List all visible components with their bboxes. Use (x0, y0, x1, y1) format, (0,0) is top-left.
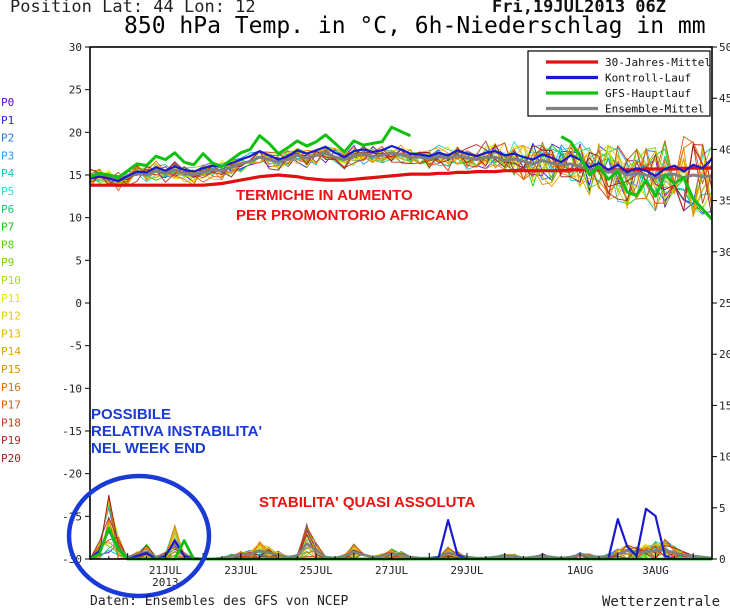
run-date: Fri,19JUL2013 06Z (492, 0, 666, 17)
left-tick-label: -15 (62, 425, 82, 438)
right-tick-label: 50 (719, 41, 730, 54)
left-tick-label: 5 (75, 254, 82, 267)
x-tick-label: 23JUL (224, 564, 257, 577)
brand-label: Wetterzentrale (602, 594, 721, 610)
instability-circle (66, 473, 212, 599)
legend-label: GFS-Hauptlauf (605, 87, 691, 100)
member-label: P15 (1, 363, 21, 376)
legend-label: Ensemble-Mittel (605, 103, 704, 116)
x-tick-label: 3AUG (642, 564, 669, 577)
member-label: P7 (1, 221, 14, 234)
member-label: P9 (1, 256, 14, 269)
left-tick-label: 20 (69, 126, 82, 139)
chart-title: 850 hPa Temp. in °C, 6h-Niederschlag in … (124, 13, 706, 39)
right-tick-label: 10 (719, 451, 730, 464)
left-tick-label: -5 (69, 340, 82, 353)
member-label: P5 (1, 185, 14, 198)
right-tick-label: 20 (719, 348, 730, 361)
annotation-warming-line1: TERMICHE IN AUMENTO (236, 187, 413, 204)
member-label: P19 (1, 434, 21, 447)
member-label: P4 (1, 167, 15, 180)
member-label: P12 (1, 310, 21, 323)
right-tick-label: 0 (719, 553, 726, 566)
left-tick-label: -20 (62, 468, 82, 481)
annotation-warming: TERMICHE IN AUMENTO PER PROMONTORIO AFRI… (236, 186, 469, 226)
left-tick-label: 10 (69, 212, 82, 225)
left-tick-label: 0 (75, 297, 82, 310)
x-tick-label: 1AUG (567, 564, 594, 577)
x-tick-label: 29JUL (450, 564, 483, 577)
member-label: P16 (1, 381, 21, 394)
right-tick-label: 25 (719, 297, 730, 310)
member-label: P2 (1, 132, 14, 145)
member-label: P1 (1, 114, 14, 127)
gfs-temp-line (89, 125, 412, 180)
right-tick-label: 5 (719, 502, 726, 515)
member-label: P8 (1, 238, 14, 251)
legend: 30-Jahres-Mittel Kontroll-Lauf GFS-Hauptla… (527, 50, 711, 117)
member-label: P11 (1, 292, 21, 305)
left-tick-label: 15 (69, 169, 82, 182)
ensemble-mean-temp-line (89, 151, 713, 183)
annotation-warming-line2: PER PROMONTORIO AFRICANO (236, 207, 469, 224)
gfs-temp-line-late (560, 135, 714, 221)
member-temp-line (89, 142, 713, 215)
member-label: P18 (1, 416, 21, 429)
x-tick-label: 21JUL (149, 564, 182, 577)
legend-label: 30-Jahres-Mittel (605, 56, 711, 69)
annotation-instability-line1: POSSIBILE (91, 406, 172, 423)
x-year-label: 2013 (152, 576, 179, 589)
member-label: P0 (1, 96, 14, 109)
member-label: P6 (1, 203, 14, 216)
annotation-instability: POSSIBILE RELATIVA INSTABILITA' NEL WEEK… (91, 406, 262, 457)
left-tick-label: 30 (69, 41, 82, 54)
member-label: P14 (1, 345, 21, 358)
control-temp-line (89, 144, 713, 183)
annotation-instability-line3: NEL WEEK END (91, 440, 206, 457)
member-list: P0 P1 P2 P3 P4 P5 P6 P7 P8 P9 P10 P11 P12 P13 P14 P15 P1… (1, 96, 21, 465)
right-tick-label: 30 (719, 246, 730, 259)
annotation-stability: STABILITA' QUASI ASSOLUTA (259, 494, 476, 511)
x-tick-label: 25JUL (300, 564, 333, 577)
member-label: P10 (1, 274, 21, 287)
left-tick-label: 25 (69, 84, 82, 97)
axes-layer: 302520151050-5-10-15-20-25-3050454035302… (62, 41, 730, 589)
right-tick-label: 45 (719, 92, 730, 105)
x-tick-label: 27JUL (375, 564, 408, 577)
data-source: Daten: Ensembles des GFS von NCEP (90, 594, 349, 609)
right-tick-label: 35 (719, 195, 730, 208)
annotation-instability-line2: RELATIVA INSTABILITA' (91, 423, 263, 440)
right-tick-label: 15 (719, 399, 730, 412)
member-label: P13 (1, 327, 21, 340)
member-label: P20 (1, 452, 21, 465)
member-label: P17 (1, 399, 21, 412)
right-tick-label: 40 (719, 143, 730, 156)
left-tick-label: -10 (62, 382, 82, 395)
legend-label: Kontroll-Lauf (605, 72, 691, 85)
member-label: P3 (1, 149, 14, 162)
position-label: Position Lat: 44 Lon: 12 (10, 0, 256, 17)
